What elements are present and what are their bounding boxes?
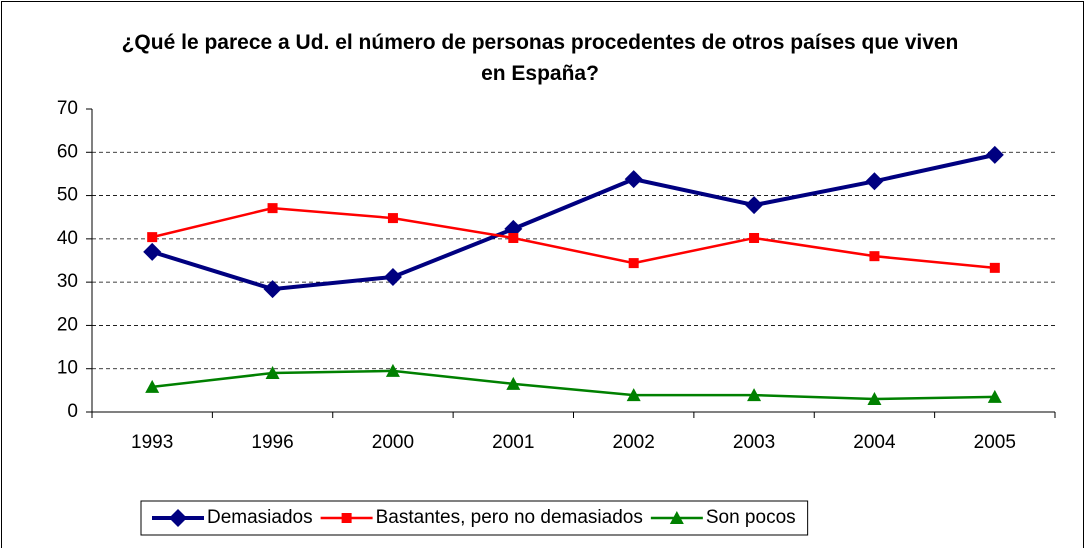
y-tick-label: 20: [57, 314, 78, 335]
x-tick-label: 1993: [131, 432, 173, 453]
x-tick-label: 2002: [613, 432, 655, 453]
data-point: [865, 172, 884, 191]
data-point: [383, 267, 402, 286]
y-tick-label: 50: [57, 185, 78, 206]
data-point: [508, 232, 519, 243]
y-tick-label: 0: [67, 401, 78, 422]
data-point: [626, 388, 641, 402]
data-point: [987, 389, 1002, 403]
legend-label: Bastantes, pero no demasiados: [376, 507, 643, 528]
data-point: [624, 170, 643, 189]
x-tick-label: 2004: [853, 432, 896, 453]
x-tick-label: 2005: [974, 432, 1016, 453]
data-point: [985, 145, 1004, 164]
series-line: [152, 369, 995, 401]
legend-box: [140, 500, 809, 536]
series-line: [151, 206, 995, 270]
data-point: [628, 258, 639, 269]
data-point: [506, 376, 521, 390]
legend-label: Son pocos: [706, 507, 796, 528]
data-point: [385, 363, 400, 377]
data-point: [263, 280, 282, 299]
data-point: [867, 392, 882, 406]
legend-marker: [341, 513, 352, 523]
x-tick-label: 2003: [733, 432, 775, 453]
y-tick-label: 30: [57, 271, 78, 292]
data-point: [745, 196, 764, 215]
x-tick-label: 2000: [372, 432, 414, 453]
data-point: [387, 213, 398, 224]
y-tick-label: 60: [57, 141, 78, 162]
x-tick-label: 2001: [492, 432, 534, 453]
data-point: [145, 379, 160, 393]
data-point: [265, 366, 280, 380]
legend-label: Demasiados: [207, 507, 313, 528]
data-point: [267, 203, 278, 214]
legend-marker: [669, 511, 684, 524]
x-tick-label: 1996: [251, 432, 293, 453]
data-point: [749, 232, 760, 243]
data-point: [747, 388, 762, 402]
data-point: [147, 232, 158, 243]
y-tick-label: 10: [57, 358, 78, 379]
y-tick-label: 40: [57, 228, 78, 249]
data-point: [143, 242, 162, 261]
legend-marker: [169, 509, 187, 527]
chart-title: ¿Qué le parece a Ud. el número de person…: [121, 31, 959, 85]
data-point: [869, 251, 880, 262]
y-tick-label: 70: [57, 98, 78, 119]
series-line: [151, 152, 996, 292]
data-point: [989, 262, 1000, 273]
